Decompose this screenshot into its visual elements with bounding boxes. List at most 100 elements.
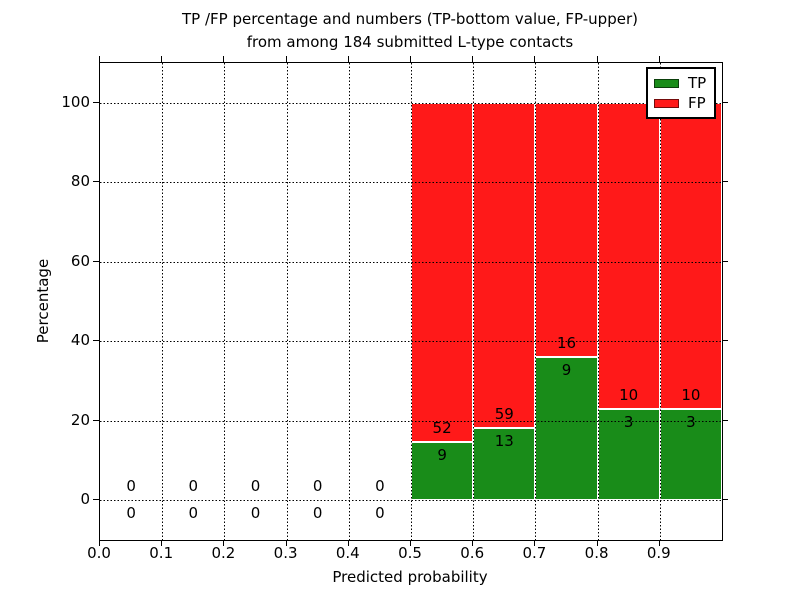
y-tick-mark <box>93 101 99 103</box>
fp-count-label: 10 <box>681 385 701 404</box>
x-tick-mark <box>534 540 536 546</box>
horizontal-gridline <box>100 500 722 502</box>
tp-count-label: 3 <box>623 412 634 431</box>
fp-bar-segment <box>411 102 474 442</box>
x-tick-label: 0.1 <box>149 544 174 562</box>
x-tick-mark <box>285 540 287 546</box>
fp-count-label: 16 <box>556 334 577 353</box>
horizontal-gridline <box>100 102 722 104</box>
tp-legend-swatch <box>654 78 679 88</box>
vertical-gridline <box>535 63 537 540</box>
tp-count-label: 0 <box>188 504 199 523</box>
x-tick-mark-top <box>99 56 100 62</box>
x-tick-mark-top <box>410 56 411 62</box>
y-axis-label: Percentage <box>34 258 52 344</box>
plot-area: 0 0 0 0 0 0 0 0 0 0 52 9 59 13 16 9 10 3 10 3 <box>99 62 723 541</box>
tp-count-label: 9 <box>437 445 447 464</box>
x-tick-mark-top <box>161 56 163 62</box>
vertical-gridline <box>348 63 350 540</box>
x-tick-mark <box>161 540 163 546</box>
x-tick-mark-top <box>596 56 598 62</box>
vertical-gridline <box>286 63 288 540</box>
tp-bar-segment <box>473 428 536 501</box>
x-tick-label: 0.9 <box>646 544 671 562</box>
chart-title-line2: from among 184 submitted L-type contacts <box>246 33 574 51</box>
horizontal-gridline <box>100 261 722 263</box>
y-tick-label: 20 <box>70 410 90 429</box>
fp-count-label: 52 <box>432 418 452 437</box>
vertical-gridline <box>162 63 164 540</box>
vertical-gridline <box>411 63 412 540</box>
x-axis-label: Predicted probability <box>332 568 488 586</box>
vertical-gridline <box>224 63 226 540</box>
x-tick-label: 0.8 <box>584 544 609 562</box>
tp-count-label: 0 <box>375 504 385 523</box>
fp-count-label: 0 <box>312 477 323 496</box>
y-tick-label: 80 <box>70 172 90 191</box>
tp-count-label: 3 <box>686 412 696 431</box>
x-tick-mark-top <box>223 56 225 62</box>
fp-count-label: 0 <box>188 477 199 496</box>
tp-count-label: 9 <box>561 361 572 380</box>
y-tick-mark-right <box>722 499 728 501</box>
x-tick-mark <box>347 540 349 546</box>
y-tick-label: 0 <box>80 490 90 509</box>
y-tick-label: 40 <box>70 331 90 350</box>
x-tick-label: 0.6 <box>460 544 485 562</box>
x-tick-label: 0.5 <box>398 544 422 562</box>
legend-entry-tp: TP <box>654 73 708 93</box>
fp-legend-label: FP <box>688 94 706 112</box>
fp-bar-segment <box>473 102 536 429</box>
fp-bar-segment <box>659 102 722 409</box>
y-tick-label: 60 <box>70 251 90 270</box>
y-tick-mark <box>93 499 99 501</box>
x-tick-mark <box>410 540 411 546</box>
tp-count-label: 0 <box>126 504 136 523</box>
y-tick-label: 100 <box>61 92 90 111</box>
vertical-gridline <box>659 63 661 540</box>
x-tick-label: 0.3 <box>273 544 298 562</box>
x-tick-label: 0.2 <box>211 544 236 562</box>
y-tick-mark <box>93 181 99 183</box>
x-tick-mark-top <box>534 56 536 62</box>
x-tick-mark <box>99 540 100 546</box>
vertical-gridline <box>473 63 475 540</box>
x-tick-mark-top <box>472 56 474 62</box>
x-tick-label: 0.4 <box>335 544 360 562</box>
y-tick-mark-right <box>722 101 728 103</box>
y-tick-mark <box>93 260 99 262</box>
tp-bar-segment <box>597 408 660 501</box>
vertical-gridline <box>597 63 599 540</box>
fp-bar-segment <box>597 102 660 409</box>
y-tick-mark <box>93 340 99 342</box>
fp-bar-segment <box>535 102 598 358</box>
fp-count-label: 0 <box>375 477 385 496</box>
fp-count-label: 0 <box>250 477 261 496</box>
x-tick-mark-top <box>658 56 660 62</box>
chart-title: TP /FP percentage and numbers (TP-bottom… <box>99 8 721 54</box>
horizontal-gridline <box>100 182 722 184</box>
tp-count-label: 0 <box>312 504 323 523</box>
x-tick-mark <box>223 540 225 546</box>
y-tick-mark-right <box>722 340 728 342</box>
chart-title-line1: TP /FP percentage and numbers (TP-bottom… <box>182 10 638 28</box>
tp-count-label: 13 <box>494 432 514 451</box>
horizontal-gridline <box>100 420 722 422</box>
x-tick-mark-top <box>347 56 349 62</box>
y-tick-mark-right <box>722 260 728 262</box>
x-tick-mark-top <box>285 56 287 62</box>
x-tick-label: 0.0 <box>87 544 111 562</box>
y-tick-mark-right <box>722 181 728 183</box>
fp-count-label: 0 <box>126 477 136 496</box>
tp-count-label: 0 <box>250 504 261 523</box>
y-tick-mark-right <box>722 419 728 421</box>
x-tick-mark <box>658 540 660 546</box>
fp-legend-swatch <box>654 98 679 108</box>
fp-count-label: 59 <box>494 405 514 424</box>
legend: TP FP <box>646 67 716 119</box>
x-tick-mark <box>472 540 474 546</box>
tp-legend-label: TP <box>688 74 707 92</box>
x-tick-mark <box>596 540 598 546</box>
y-tick-mark <box>93 419 99 421</box>
